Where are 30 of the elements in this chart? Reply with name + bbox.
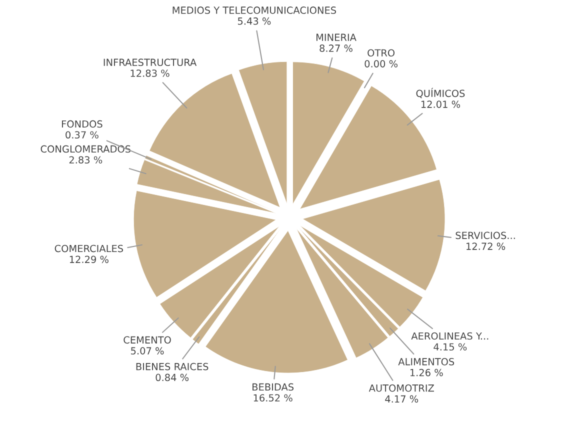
data-label: 5.07 % — [131, 347, 164, 354]
data-label: 4.15 % — [434, 343, 467, 351]
slice-label: CONGLOMERADOS — [40, 145, 131, 153]
text: 0.00 % — [364, 60, 398, 68]
data-label: 16.52 % — [254, 394, 292, 402]
data-label: 5.43 % — [238, 17, 271, 25]
category-label: OTRO — [368, 49, 395, 57]
slice-label: MEDIOS Y TELECOMUNICACIONES — [172, 6, 336, 14]
data-label: 0.37 % — [66, 131, 98, 139]
slice-label: QUÍMICOS — [416, 88, 465, 98]
slice-label: SERVICIOS... — [456, 232, 515, 240]
data-label: 4.17 % — [385, 395, 418, 403]
data-label: 8.27 % — [320, 44, 352, 52]
data-label: 2.83 % — [69, 156, 102, 164]
data-label: 12.01 % — [421, 100, 460, 108]
slice-label: MINERIA — [316, 34, 356, 41]
data-label: 1.26 % — [410, 368, 443, 376]
slice-label: COMERCIALES — [54, 244, 124, 252]
slice-label: ALIMENTOS — [398, 358, 454, 366]
slice-label: AEROLINEAS Y... — [411, 332, 488, 340]
slice-label: AUTOMOTRIZ — [368, 384, 434, 392]
slice-label: INFRAESTRUCTURA — [104, 58, 197, 66]
data-label: 0.84 % — [156, 374, 189, 382]
data-label: 12.83 % — [130, 70, 170, 77]
data-label: 12.72 % — [466, 242, 506, 250]
slice-label: CEMENTO — [124, 336, 171, 344]
slice-label: BEBIDAS — [252, 383, 294, 391]
data-label: 12.29 % — [70, 256, 108, 264]
slice-label: FONDOS — [62, 120, 102, 128]
slice-label: BIENES RAICES — [136, 362, 208, 370]
